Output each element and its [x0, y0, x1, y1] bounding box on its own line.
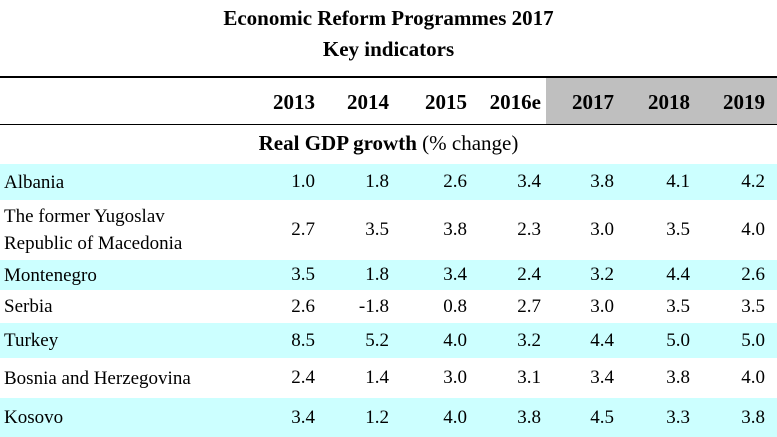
cell-value-2017: 4.4 — [590, 329, 614, 351]
section-heading-bold: Real GDP growth — [258, 131, 417, 155]
year-header-2014: 2014 — [347, 90, 389, 114]
year-header-2019: 2019 — [723, 90, 765, 114]
cell-value-2019: 4.0 — [741, 367, 765, 388]
top-rule — [0, 76, 777, 78]
cell-value-2018: 4.1 — [666, 171, 690, 192]
cell-value-2013: 3.4 — [291, 406, 315, 428]
section-heading: Real GDP growth (% change) — [0, 131, 777, 156]
cell-value-2015: 0.8 — [443, 295, 467, 317]
header-bottom-rule — [0, 124, 777, 125]
forecast-header-shade — [546, 78, 777, 124]
cell-value-2014: 1.2 — [365, 406, 389, 428]
cell-value-2016e: 3.2 — [517, 329, 541, 351]
cell-value-2017: 3.8 — [590, 171, 614, 192]
table-title: Economic Reform Programmes 2017 — [223, 6, 554, 30]
cell-value-2019: 4.0 — [741, 219, 765, 240]
cell-value-2016e: 3.1 — [517, 367, 541, 388]
cell-value-2019: 3.8 — [741, 406, 765, 428]
section-heading-unit: (% change) — [416, 131, 519, 155]
cell-value-2019: 4.2 — [741, 171, 765, 192]
row-label-line: Bosnia and Herzegovina — [4, 367, 191, 389]
table-subtitle: Key indicators — [322, 37, 455, 61]
cell-value-2016e: 2.4 — [517, 264, 541, 285]
year-header-2013: 2013 — [273, 90, 315, 114]
cell-value-2015: 3.4 — [443, 264, 467, 285]
table-row: The former Yugoslav Republic of Macedonia… — [0, 200, 777, 260]
cell-value-2014: 5.2 — [365, 329, 389, 351]
row-label-line: Albania — [4, 171, 65, 193]
row-label: Albania — [4, 169, 64, 196]
table-row: Kosovo 3.4 1.2 4.0 3.8 4.5 3.3 3.8 — [0, 398, 777, 437]
cell-value-2016e: 3.8 — [517, 406, 541, 428]
year-header-2015: 2015 — [425, 90, 467, 114]
row-label: Turkey — [4, 327, 58, 354]
table-row: Serbia 2.6 -1.8 0.8 2.7 3.0 3.5 3.5 — [0, 290, 777, 323]
cell-value-2013: 1.0 — [291, 171, 315, 192]
row-label-line: The former Yugoslav — [4, 206, 165, 227]
cell-value-2014: -1.8 — [358, 295, 389, 317]
cell-value-2013: 2.6 — [291, 295, 315, 317]
cell-value-2014: 1.8 — [365, 171, 389, 192]
year-header-2018: 2018 — [648, 90, 690, 114]
table-row: Albania 1.0 1.8 2.6 3.4 3.8 4.1 4.2 — [0, 164, 777, 200]
row-label: Kosovo — [4, 404, 63, 431]
cell-value-2013: 3.5 — [291, 264, 315, 285]
cell-value-2016e: 2.7 — [517, 295, 541, 317]
row-label: Montenegro — [4, 262, 97, 289]
row-label: Serbia — [4, 293, 53, 320]
cell-value-2017: 3.2 — [590, 264, 614, 285]
cell-value-2014: 3.5 — [365, 219, 389, 240]
cell-value-2015: 3.0 — [443, 367, 467, 388]
cell-value-2018: 3.5 — [666, 295, 690, 317]
year-header-2016e: 2016e — [489, 90, 541, 114]
table-row: Bosnia and Herzegovina 2.4 1.4 3.0 3.1 3.4 3.8… — [0, 358, 777, 398]
cell-value-2015: 4.0 — [443, 329, 467, 351]
row-label-line: Republic of Macedonia — [4, 233, 183, 254]
cell-value-2016e: 3.4 — [517, 171, 541, 192]
year-header-2017: 2017 — [572, 90, 614, 114]
cell-value-2017: 3.0 — [590, 219, 614, 240]
row-label-line: Montenegro — [4, 264, 97, 286]
cell-value-2018: 3.3 — [666, 406, 690, 428]
cell-value-2015: 3.8 — [443, 219, 467, 240]
cell-value-2018: 5.0 — [666, 329, 690, 351]
cell-value-2013: 2.7 — [291, 219, 315, 240]
cell-value-2019: 5.0 — [741, 329, 765, 351]
cell-value-2014: 1.4 — [365, 367, 389, 388]
cell-value-2019: 2.6 — [741, 264, 765, 285]
row-label-line: Turkey — [4, 330, 59, 351]
cell-value-2015: 2.6 — [443, 171, 467, 192]
cell-value-2013: 2.4 — [291, 367, 315, 388]
cell-value-2018: 3.8 — [666, 367, 690, 388]
cell-value-2018: 3.5 — [666, 219, 690, 240]
cell-value-2019: 3.5 — [741, 295, 765, 317]
row-label-line: Kosovo — [4, 407, 64, 428]
row-label-line: Serbia — [4, 296, 53, 317]
cell-value-2015: 4.0 — [443, 406, 467, 428]
row-label: Bosnia and Herzegovina — [4, 365, 191, 392]
cell-value-2013: 8.5 — [291, 329, 315, 351]
cell-value-2014: 1.8 — [365, 264, 389, 285]
table-row: Montenegro 3.5 1.8 3.4 2.4 3.2 4.4 2.6 — [0, 260, 777, 290]
cell-value-2017: 4.5 — [590, 406, 614, 428]
row-label: The former Yugoslav Republic of Macedonia — [4, 203, 182, 257]
cell-value-2017: 3.0 — [590, 295, 614, 317]
table-row: Turkey 8.5 5.2 4.0 3.2 4.4 5.0 5.0 — [0, 323, 777, 358]
cell-value-2016e: 2.3 — [517, 219, 541, 240]
cell-value-2018: 4.4 — [666, 264, 690, 285]
cell-value-2017: 3.4 — [590, 367, 614, 388]
